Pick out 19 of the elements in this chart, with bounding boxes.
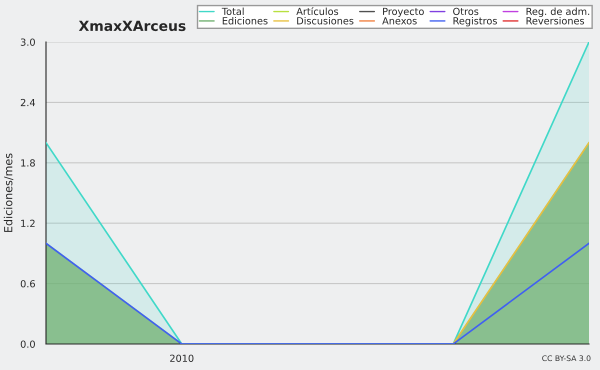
legend-label: Ediciones [222, 16, 268, 24]
legend-label: Reg. de adm. [526, 8, 590, 17]
legend-label: Discusiones [297, 16, 354, 24]
legend-label: Otros [453, 8, 478, 16]
y-tick-label: 0.6 [20, 280, 35, 288]
y-tick-label: 1.2 [21, 220, 35, 227]
y-tick-label: 0.0 [20, 340, 35, 348]
legend-label: Anexos [382, 17, 417, 24]
legend-label: Proyecto [383, 8, 424, 17]
y-tick-label: 1.8 [21, 159, 35, 167]
legend-label: Total [222, 8, 244, 16]
y-tick-label: 3.0 [20, 38, 35, 46]
y-tick-label: 2.4 [20, 98, 36, 106]
legend-label: Reversiones [526, 16, 584, 24]
legend-label: Artículos [296, 7, 338, 16]
chart-title: XmaxXArceus [78, 20, 186, 32]
legend-label: Registros [454, 16, 497, 26]
y-axis-title: Ediciones/mes [4, 154, 14, 232]
x-tick-label: 2010 [170, 354, 194, 362]
